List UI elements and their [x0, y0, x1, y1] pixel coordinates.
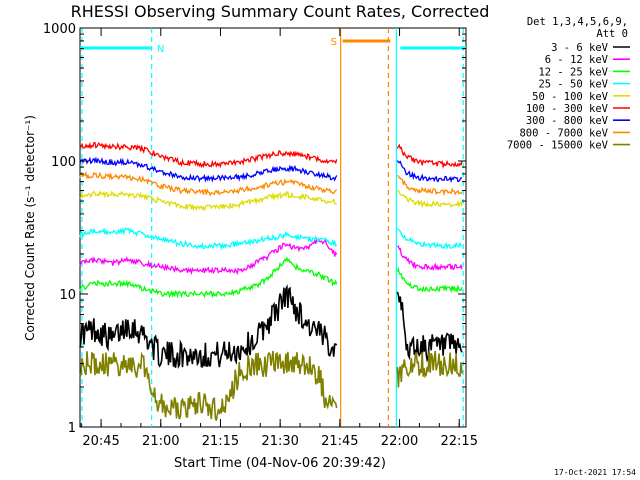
date-stamp: 17-Oct-2021 17:54 [554, 468, 636, 477]
x-axis-label: Start Time (04-Nov-06 20:39:42) [174, 456, 386, 471]
series-line-4 [79, 189, 463, 212]
legend-header-line: Att 0 [596, 28, 628, 40]
legend-entry-label: 50 - 100 keV [532, 91, 609, 103]
plot-frame [79, 27, 467, 428]
series-line-1 [79, 237, 463, 276]
axes-layer: 20:45 21:00 21:15 21:30 21:45 22:00 22:15 1 10 10… [43, 22, 478, 449]
y-tick-label: 100 [51, 155, 76, 170]
series-line-0 [79, 284, 463, 370]
x-tick-label: 21:00 [142, 434, 179, 449]
legend-entry-label: 3 - 6 keV [551, 42, 609, 54]
x-tick-label: 22:15 [441, 434, 478, 449]
legend-entry-label: 300 - 800 keV [526, 115, 609, 127]
x-tick-label: 21:15 [202, 434, 239, 449]
series-line-8 [79, 350, 463, 421]
x-tick-label: 22:00 [381, 434, 418, 449]
y-tick-label: 10 [59, 288, 76, 303]
legend-entry-label: 100 - 300 keV [526, 103, 609, 115]
x-tick-label: 20:45 [82, 434, 119, 449]
x-tick-label: 21:45 [321, 434, 358, 449]
legend-entry-label: 25 - 50 keV [538, 79, 608, 91]
legend-entry-label: 7000 - 15000 keV [507, 140, 609, 152]
flag-label-1: S [331, 37, 337, 48]
y-axis-label: Corrected Count Rate (s⁻¹ detector⁻¹) [23, 115, 37, 341]
series-line-6 [79, 156, 463, 184]
vlines-layer [81, 28, 464, 427]
legend-entry-label: 6 - 12 keV [545, 54, 609, 66]
legend-entry-label: 12 - 25 keV [538, 66, 608, 78]
series-line-2 [79, 256, 463, 299]
flags-layer: NS [80, 37, 466, 55]
chart-title: RHESSI Observing Summary Count Rates, Co… [71, 2, 490, 21]
legend-header-line: Det 1,3,4,5,6,9, [527, 16, 628, 28]
x-tick-label: 21:30 [261, 434, 298, 449]
flag-label-0: N [157, 44, 164, 55]
series-layer [79, 141, 463, 421]
series-line-7 [79, 170, 463, 197]
legend-entry-label: 800 - 7000 keV [519, 127, 608, 139]
series-line-3 [79, 226, 463, 251]
series-line-5 [79, 141, 463, 170]
y-tick-label: 1000 [43, 22, 76, 37]
y-tick-label: 1 [68, 421, 76, 436]
